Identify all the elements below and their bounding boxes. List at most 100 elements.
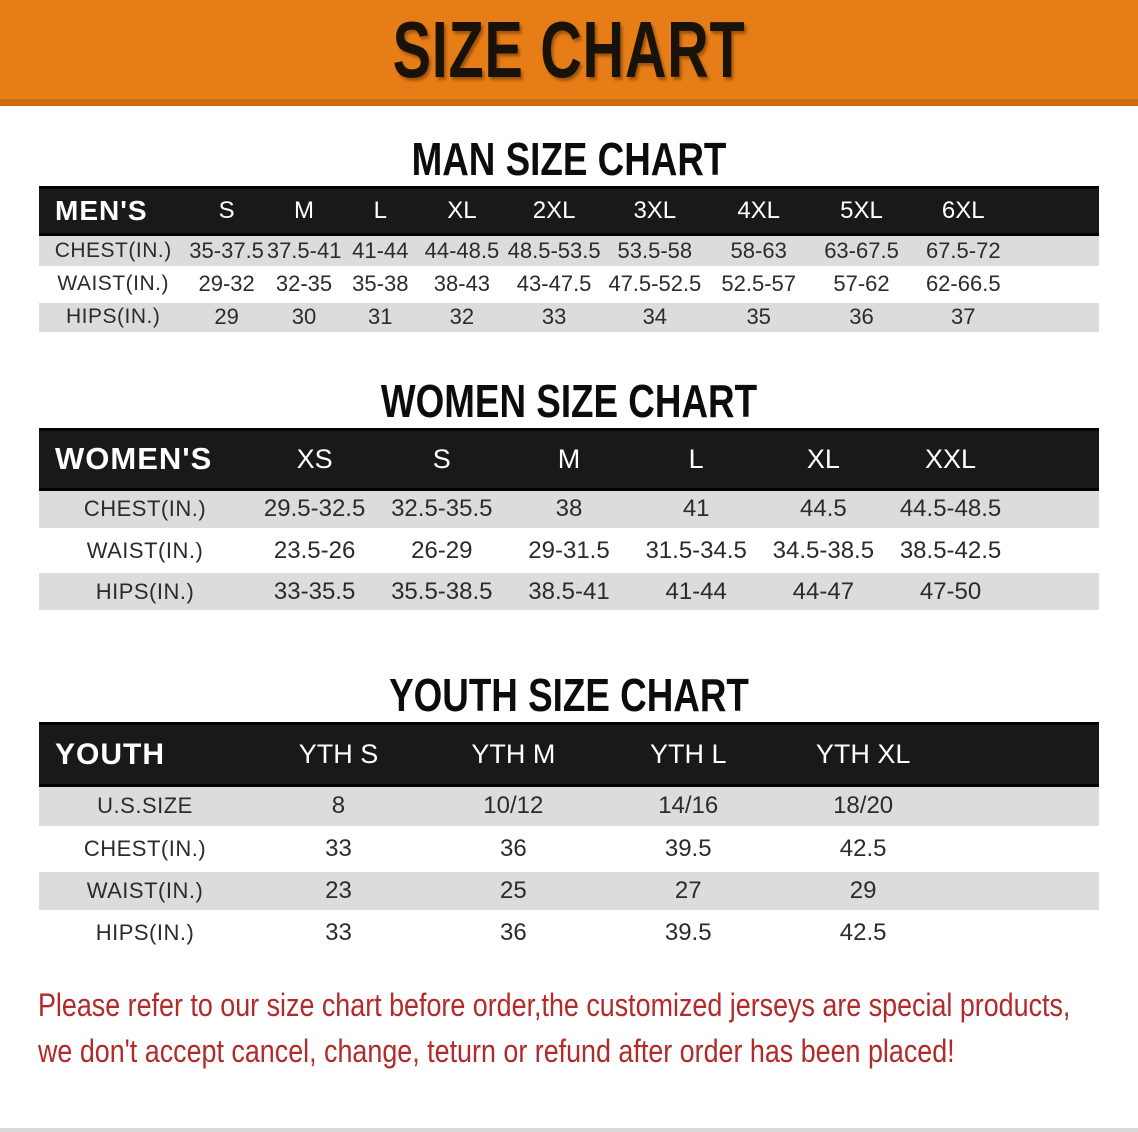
table-row: WAIST(IN.) 23 25 27 29 (39, 869, 1099, 914)
table-row: HIPS(IN.) 33-35.5 35.5-38.5 38.5-41 41-4… (39, 571, 1099, 614)
disclaimer: Please refer to our size chart before or… (38, 982, 1138, 1074)
cell-value: 35-38 (342, 267, 419, 303)
cell-value: 38.5-42.5 (886, 530, 1015, 573)
row-label: CHEST(IN.) (39, 489, 252, 532)
spacer-cell (950, 827, 1099, 872)
spacer-cell (1014, 234, 1099, 270)
cell-value: 30 (265, 300, 343, 336)
spacer-cell (950, 911, 1099, 956)
cell-value: 29.5-32.5 (251, 489, 379, 532)
women-size-table: WOMEN'S XS S M L XL XXL CHEST(IN.) 29.5-… (39, 427, 1099, 614)
cell-value: 67.5-72 (912, 234, 1015, 270)
spacer-cell (1014, 267, 1099, 303)
size-column-header: L (342, 186, 419, 236)
spacer-cell (1014, 427, 1099, 491)
cell-value: 42.5 (775, 827, 951, 872)
size-column-header: 4XL (706, 186, 811, 236)
cell-value: 35-37.5 (187, 234, 266, 270)
size-column-header: S (187, 186, 266, 236)
cell-value: 10/12 (425, 785, 601, 830)
table-row: HIPS(IN.) 33 36 39.5 42.5 (39, 911, 1099, 956)
spacer-cell (1014, 571, 1099, 614)
cell-value: 42.5 (775, 911, 951, 956)
table-row: CHEST(IN.) 29.5-32.5 32.5-35.5 38 41 44.… (39, 489, 1099, 532)
table-row: CHEST(IN.) 33 36 39.5 42.5 (39, 827, 1099, 872)
youth-section-heading: YOUTH SIZE CHART (389, 669, 749, 721)
cell-value: 33 (251, 827, 426, 872)
cell-value: 18/20 (775, 785, 951, 830)
cell-value: 29 (775, 869, 951, 914)
cell-value: 35 (706, 300, 811, 336)
cell-value: 62-66.5 (912, 267, 1015, 303)
cell-value: 31 (342, 300, 419, 336)
page-title: SIZE CHART (392, 4, 746, 94)
cell-value: 31.5-34.5 (632, 530, 760, 573)
row-label: HIPS(IN.) (39, 300, 188, 336)
men-table-title: MEN'S (39, 186, 188, 236)
size-column-header: YTH M (425, 722, 601, 787)
women-section-heading: WOMEN SIZE CHART (380, 374, 758, 427)
cell-value: 29 (187, 300, 266, 336)
cell-value: 33-35.5 (251, 571, 379, 614)
cell-value: 39.5 (600, 911, 776, 956)
size-column-header: YTH L (600, 722, 776, 787)
cell-value: 32.5-35.5 (378, 489, 506, 532)
cell-value: 36 (425, 827, 601, 872)
row-label: U.S.SIZE (39, 785, 251, 830)
cell-value: 8 (251, 785, 426, 830)
row-label: WAIST(IN.) (39, 869, 251, 914)
size-column-header: 6XL (912, 186, 1015, 236)
cell-value: 34 (602, 300, 707, 336)
table-row: WAIST(IN.) 29-32 32-35 35-38 38-43 43-47… (39, 267, 1099, 303)
cell-value: 29-32 (187, 267, 266, 303)
size-column-header: XL (759, 427, 887, 491)
row-label: WAIST(IN.) (39, 267, 188, 303)
size-column-header: XXL (886, 427, 1015, 491)
disclaimer-line-2: we don't accept cancel, change, teturn o… (38, 1032, 955, 1069)
cell-value: 33 (251, 911, 426, 956)
size-column-header: 2XL (505, 186, 603, 236)
row-label: HIPS(IN.) (39, 571, 252, 614)
cell-value: 52.5-57 (706, 267, 811, 303)
spacer-cell (950, 722, 1099, 787)
row-label: HIPS(IN.) (39, 911, 251, 956)
cell-value: 25 (425, 869, 601, 914)
size-column-header: YTH XL (775, 722, 951, 787)
women-table-title: WOMEN'S (39, 427, 252, 491)
cell-value: 26-29 (378, 530, 506, 573)
cell-value: 38 (505, 489, 633, 532)
men-section-heading: MAN SIZE CHART (411, 133, 727, 185)
table-row: HIPS(IN.) 29 30 31 32 33 34 35 36 37 (39, 300, 1099, 336)
cell-value: 14/16 (600, 785, 776, 830)
cell-value: 29-31.5 (505, 530, 633, 573)
cell-value: 35.5-38.5 (378, 571, 506, 614)
cell-value: 44.5 (759, 489, 887, 532)
size-column-header: L (632, 427, 760, 491)
cell-value: 41-44 (632, 571, 760, 614)
men-header-row: MEN'S S M L XL 2XL 3XL 4XL 5XL 6XL (39, 186, 1099, 236)
cell-value: 23.5-26 (251, 530, 379, 573)
cell-value: 41-44 (342, 234, 419, 270)
cell-value: 53.5-58 (602, 234, 707, 270)
spacer-cell (1014, 530, 1099, 573)
size-column-header: XL (418, 186, 506, 236)
row-label: CHEST(IN.) (39, 234, 188, 270)
size-column-header: YTH S (251, 722, 426, 787)
youth-table-title: YOUTH (39, 722, 251, 787)
men-size-table: MEN'S S M L XL 2XL 3XL 4XL 5XL 6XL CHEST… (39, 186, 1099, 336)
size-column-header: S (378, 427, 506, 491)
cell-value: 23 (251, 869, 426, 914)
cell-value: 37 (912, 300, 1015, 336)
cell-value: 47-50 (886, 571, 1015, 614)
youth-header-row: YOUTH YTH S YTH M YTH L YTH XL (39, 722, 1099, 787)
cell-value: 34.5-38.5 (759, 530, 887, 573)
cell-value: 43-47.5 (505, 267, 603, 303)
cell-value: 33 (505, 300, 603, 336)
size-column-header: M (265, 186, 343, 236)
spacer-cell (950, 869, 1099, 914)
cell-value: 44.5-48.5 (886, 489, 1015, 532)
youth-size-table: YOUTH YTH S YTH M YTH L YTH XL U.S.SIZE … (39, 722, 1099, 956)
spacer-cell (1014, 186, 1099, 236)
cell-value: 47.5-52.5 (602, 267, 707, 303)
size-column-header: XS (251, 427, 379, 491)
